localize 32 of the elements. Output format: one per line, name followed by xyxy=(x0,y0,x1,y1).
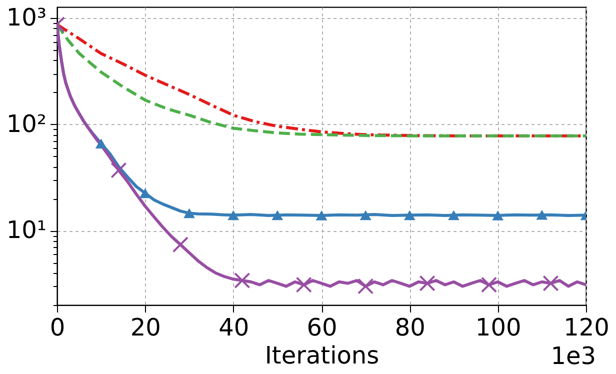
point xyxy=(110,162,127,178)
x-tick-label: 0 xyxy=(50,314,66,342)
point xyxy=(419,275,436,292)
point xyxy=(542,275,559,292)
x-tick-label: 20 xyxy=(130,314,161,342)
point xyxy=(316,210,328,220)
point xyxy=(358,278,374,294)
text: 1e3 xyxy=(550,342,596,370)
line-series xyxy=(57,22,586,138)
point xyxy=(272,210,284,220)
point xyxy=(296,276,312,293)
point xyxy=(95,138,107,148)
point xyxy=(480,276,498,293)
x-tick-label: 120 xyxy=(564,314,610,342)
point xyxy=(139,188,151,198)
x-tick-label: 100 xyxy=(475,314,522,342)
point xyxy=(448,210,460,220)
y-tick-label: 10¹ xyxy=(6,216,46,244)
point xyxy=(536,210,548,220)
x-axis-title: Iterations xyxy=(264,342,380,370)
y-tick-label: 10³ xyxy=(6,4,46,32)
point xyxy=(234,272,250,289)
x-tick-label: 80 xyxy=(394,314,426,342)
point xyxy=(172,236,189,253)
point xyxy=(228,210,240,220)
point xyxy=(492,210,504,220)
point xyxy=(184,208,195,218)
point xyxy=(404,210,416,220)
y-tick-label: 10² xyxy=(6,110,46,138)
point xyxy=(360,210,372,220)
x-tick-label: 40 xyxy=(218,314,250,342)
x-tick-label: 60 xyxy=(306,314,338,342)
